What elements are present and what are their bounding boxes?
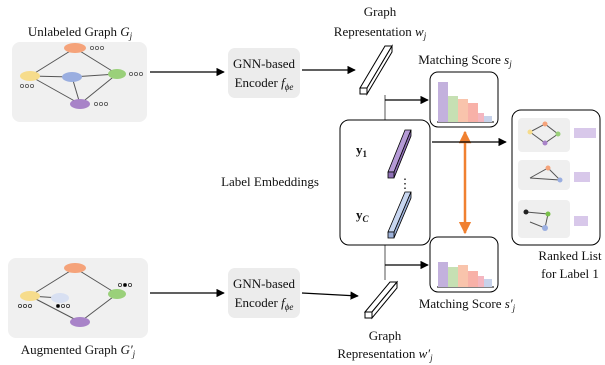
label-text: Representation <box>337 346 415 361</box>
encoder-line2: Encoder fϕe <box>235 295 294 312</box>
label-text: Matching Score <box>419 296 502 311</box>
matching-score-label: Matching Score s′j <box>419 296 516 313</box>
subscript: j <box>423 31 427 41</box>
subscript: j <box>129 31 133 41</box>
label-text: Encoder <box>235 75 279 90</box>
symbol: s′ <box>505 296 513 311</box>
representation-line2: Representation wj <box>334 24 427 41</box>
representation-prism-bottom <box>365 282 397 318</box>
encoder-line2: Encoder fϕe <box>235 75 294 92</box>
label-embeddings-label: Label Embeddings <box>221 174 319 189</box>
arrow <box>302 293 358 296</box>
subscript: C <box>363 214 370 224</box>
matching-score-label: Matching Score sj <box>418 52 512 69</box>
bottom-graph-label: Augmented Graph G′j <box>21 342 136 359</box>
label-text: Unlabeled Graph <box>28 24 118 39</box>
subscript: 1 <box>363 149 368 159</box>
ranked-list-box <box>512 110 600 245</box>
subscript: ϕe <box>285 82 294 92</box>
subscript: j <box>508 59 512 69</box>
label-text: Augmented Graph <box>21 342 118 357</box>
representation-line1: Graph <box>369 328 402 343</box>
label-text: Encoder <box>235 295 279 310</box>
ranked-list-line1: Ranked List <box>538 248 602 263</box>
top-graph-label: Unlabeled Graph Gj <box>28 24 133 41</box>
encoder-line1: GNN-based <box>233 276 296 291</box>
label-text: Matching Score <box>418 52 501 67</box>
symbol: w′ <box>419 346 431 361</box>
encoder-top: GNN-based Encoder fϕe <box>228 48 300 98</box>
subscript: j <box>132 349 136 359</box>
representation-line2: Representation w′j <box>337 346 433 363</box>
encoder-line1: GNN-based <box>233 56 296 71</box>
subscript: j <box>429 353 433 363</box>
symbol: w <box>415 24 424 39</box>
encoder-bottom: GNN-based Encoder fϕe <box>228 268 300 318</box>
matching-score-box-bottom <box>430 237 498 292</box>
bottom-graph <box>8 258 148 338</box>
subscript: j <box>512 303 516 313</box>
label-embeddings-box <box>340 120 430 245</box>
representation-prism-top <box>360 46 392 94</box>
representation-line1: Graph <box>364 4 397 19</box>
label-text: Representation <box>334 24 412 39</box>
ellipsis: ⋮ <box>399 176 412 191</box>
symbol: G′ <box>120 342 132 357</box>
ranked-list-line2: for Label 1 <box>541 266 599 281</box>
diagram: Unlabeled Graph Gj Augmented Graph G′j <box>0 0 605 365</box>
subscript: ϕe <box>285 302 294 312</box>
matching-score-box-top <box>430 72 498 127</box>
top-graph <box>12 42 147 122</box>
